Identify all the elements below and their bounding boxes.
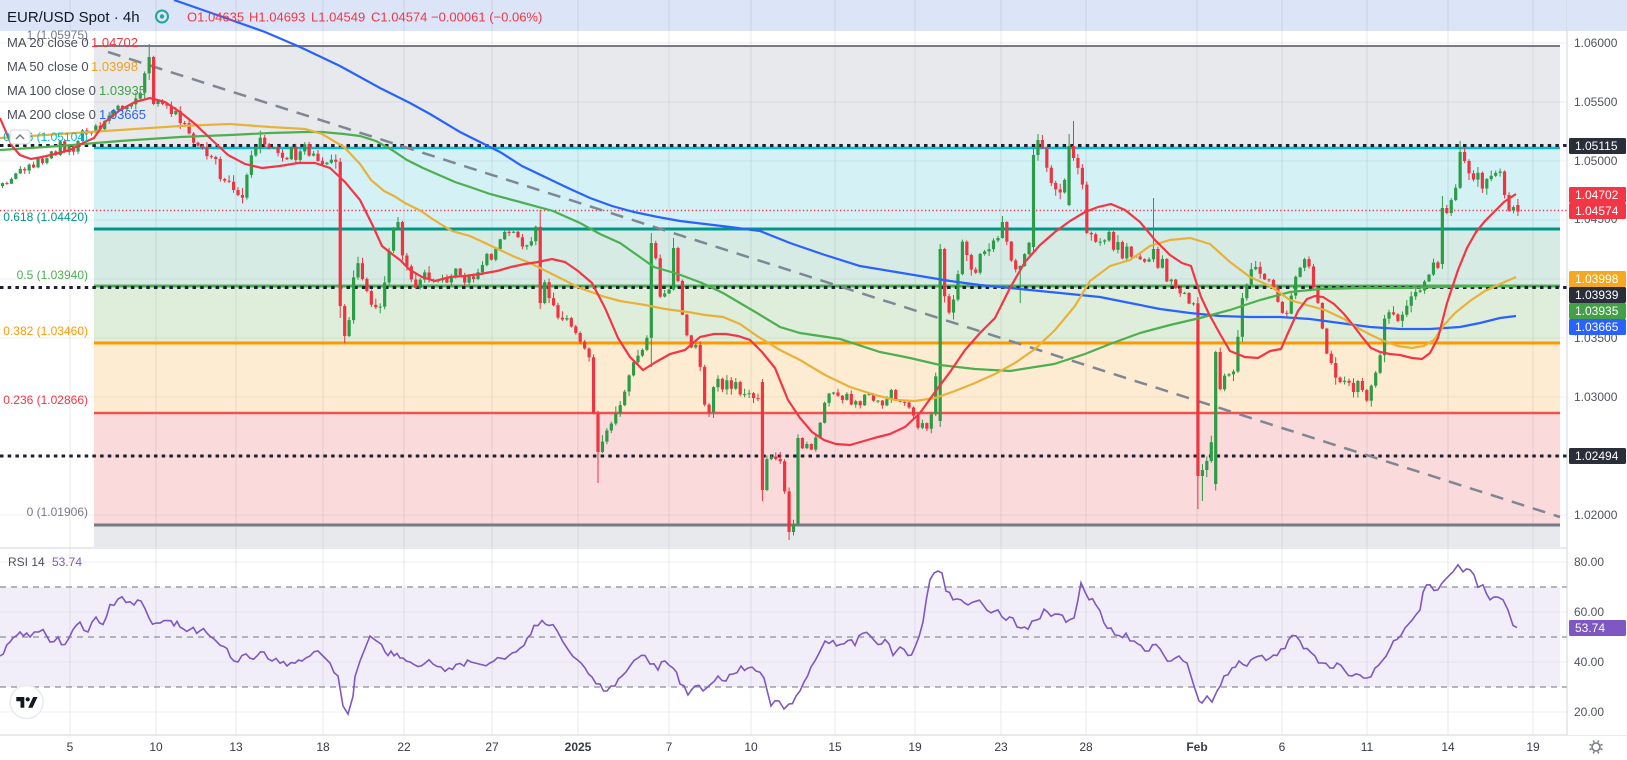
svg-text:1.02000: 1.02000 <box>1574 508 1618 522</box>
svg-text:RSI 14: RSI 14 <box>8 555 45 569</box>
svg-text:13: 13 <box>229 740 243 754</box>
svg-text:C1.04574: C1.04574 <box>371 10 427 25</box>
svg-text:0 (1.01906): 0 (1.01906) <box>27 505 88 519</box>
svg-text:15: 15 <box>828 740 842 754</box>
svg-text:1.05115: 1.05115 <box>1575 139 1618 153</box>
svg-text:0.5 (1.03940): 0.5 (1.03940) <box>17 268 88 282</box>
svg-text:1.05500: 1.05500 <box>1574 95 1618 109</box>
svg-text:10: 10 <box>149 740 163 754</box>
svg-text:19: 19 <box>1526 740 1540 754</box>
svg-text:0.236 (1.02866): 0.236 (1.02866) <box>3 393 88 407</box>
svg-text:10: 10 <box>744 740 758 754</box>
svg-text:53.74: 53.74 <box>1575 621 1605 635</box>
svg-text:L1.04549: L1.04549 <box>311 10 365 25</box>
svg-text:1.03665: 1.03665 <box>1575 320 1619 334</box>
svg-text:1.06000: 1.06000 <box>1574 36 1618 50</box>
svg-text:1.03935: 1.03935 <box>1575 304 1619 318</box>
svg-text:1.03998: 1.03998 <box>1575 272 1619 286</box>
svg-text:0.618 (1.04420): 0.618 (1.04420) <box>3 210 88 224</box>
svg-text:5: 5 <box>67 740 74 754</box>
svg-text:1.03998: 1.03998 <box>91 59 138 74</box>
svg-text:27: 27 <box>485 740 499 754</box>
svg-text:1.04574: 1.04574 <box>1575 204 1619 218</box>
svg-text:6: 6 <box>1279 740 1286 754</box>
svg-text:0.382 (1.03460): 0.382 (1.03460) <box>3 324 88 338</box>
svg-text:1.04702: 1.04702 <box>91 35 138 50</box>
svg-text:22: 22 <box>397 740 411 754</box>
svg-text:Feb: Feb <box>1186 740 1207 754</box>
svg-text:28: 28 <box>1079 740 1093 754</box>
svg-text:19: 19 <box>908 740 922 754</box>
svg-text:1.03935: 1.03935 <box>99 83 146 98</box>
svg-text:H1.04693: H1.04693 <box>249 10 305 25</box>
svg-text:EUR/USD Spot · 4h: EUR/USD Spot · 4h <box>7 9 140 26</box>
svg-text:2025: 2025 <box>565 740 592 754</box>
svg-text:23: 23 <box>994 740 1008 754</box>
svg-text:18: 18 <box>316 740 330 754</box>
svg-text:1.02494: 1.02494 <box>1575 449 1619 463</box>
svg-text:80.00: 80.00 <box>1574 555 1604 569</box>
svg-text:O1.04635: O1.04635 <box>187 10 244 25</box>
svg-text:MA 50 close 0: MA 50 close 0 <box>7 59 89 74</box>
svg-text:−0.00061 (−0.06%): −0.00061 (−0.06%) <box>431 10 542 25</box>
svg-text:1.05000: 1.05000 <box>1574 154 1618 168</box>
svg-text:MA 100 close 0: MA 100 close 0 <box>7 83 96 98</box>
svg-text:MA 200 close 0: MA 200 close 0 <box>7 107 96 122</box>
svg-text:1.03665: 1.03665 <box>99 107 146 122</box>
svg-text:14: 14 <box>1441 740 1455 754</box>
svg-text:53.74: 53.74 <box>52 555 82 569</box>
svg-text:20.00: 20.00 <box>1574 705 1604 719</box>
svg-text:1.04702: 1.04702 <box>1575 188 1619 202</box>
svg-text:11: 11 <box>1361 740 1374 754</box>
svg-text:MA 20 close 0: MA 20 close 0 <box>7 35 89 50</box>
svg-text:1.03939: 1.03939 <box>1575 288 1619 302</box>
svg-text:60.00: 60.00 <box>1574 605 1604 619</box>
svg-text:40.00: 40.00 <box>1574 655 1604 669</box>
svg-text:1 (1.05975): 1 (1.05975) <box>27 28 88 42</box>
svg-text:1.03000: 1.03000 <box>1574 390 1618 404</box>
svg-text:7: 7 <box>666 740 673 754</box>
